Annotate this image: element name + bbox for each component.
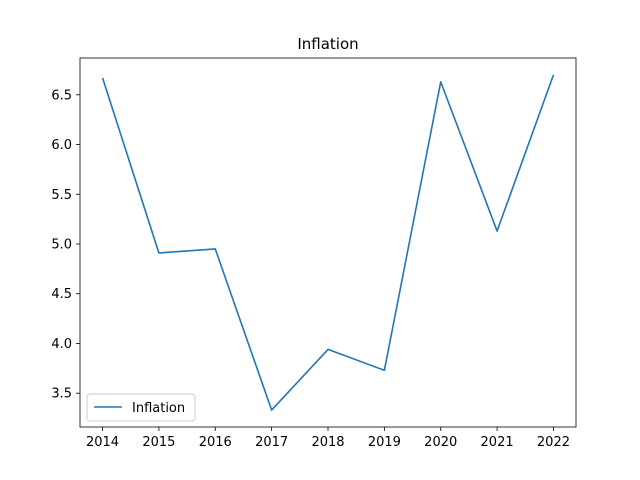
legend: Inflation <box>86 393 196 422</box>
x-axis: 2014 2015 2016 2017 2018 2019 2020 2021 2022 <box>86 427 570 450</box>
x-tick-label: 2022 <box>537 435 570 450</box>
y-tick-label: 6.5 <box>51 88 72 103</box>
x-tick-label: 2014 <box>86 435 119 450</box>
y-tick-label: 4.5 <box>51 287 72 302</box>
y-tick-label: 5.0 <box>51 237 72 252</box>
legend-box <box>86 393 196 422</box>
plot-frame <box>79 57 577 428</box>
x-tick-label: 2016 <box>199 435 232 450</box>
y-tick-label: 3.5 <box>51 387 72 402</box>
y-tick-label: 4.0 <box>51 337 72 352</box>
y-tick-label: 6.0 <box>51 138 72 153</box>
x-tick-label: 2021 <box>481 435 514 450</box>
x-tick-label: 2015 <box>142 435 175 450</box>
y-tick-label: 5.5 <box>51 188 72 203</box>
x-tick-label: 2017 <box>255 435 288 450</box>
series-layer <box>101 74 555 411</box>
series-line <box>101 74 555 411</box>
x-tick-label: 2020 <box>424 435 457 450</box>
chart-title: Inflation <box>297 35 358 53</box>
x-tick-label: 2019 <box>368 435 401 450</box>
legend-label: Inflation <box>132 401 185 416</box>
plot-area <box>79 57 577 428</box>
x-tick-label: 2018 <box>311 435 344 450</box>
y-axis: 3.5 4.0 4.5 5.0 5.5 6.0 6.5 <box>51 88 80 402</box>
